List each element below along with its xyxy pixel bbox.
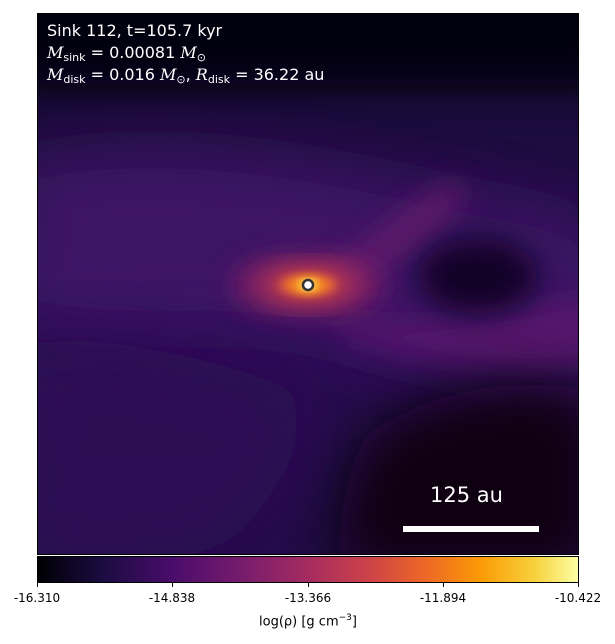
sink-mass-label: Msink = 0.00081 M⊙	[47, 43, 206, 64]
colorbar-tick-label: -14.838	[148, 591, 196, 605]
colorbar-tick	[443, 583, 444, 587]
colorbar-tick-label: -10.422	[554, 591, 602, 605]
disk-props-label: Mdisk = 0.016 M⊙, Rdisk = 36.22 au	[47, 65, 325, 86]
colorbar-tick	[308, 583, 309, 587]
scale-bar	[403, 526, 539, 532]
disk-radius-value: 36.22 au	[253, 65, 325, 84]
colorbar-tick-label: -16.310	[13, 591, 61, 605]
density-map	[37, 13, 579, 555]
colorbar-tick	[37, 583, 38, 587]
sink-marker	[301, 278, 315, 292]
colorbar-tick-label: -11.894	[419, 591, 467, 605]
colorbar-label-prefix: log(ρ) [g cm	[259, 614, 339, 630]
colorbar-tick	[172, 583, 173, 587]
scale-bar-label: 125 au	[430, 483, 503, 507]
colorbar-tick	[578, 583, 579, 587]
density-map-image	[38, 14, 578, 554]
sink-title: Sink 112, t=105.7 kyr	[47, 21, 223, 40]
colorbar-label-suffix: ]	[351, 614, 357, 630]
colorbar	[37, 556, 579, 583]
colorbar-tick-label: -13.366	[284, 591, 332, 605]
colorbar-label: log(ρ) [g cm−3]	[259, 613, 357, 629]
disk-mass-value: 0.016	[109, 65, 155, 84]
sink-mass-value: 0.00081	[109, 43, 176, 62]
colorbar-label-exponent: −3	[338, 613, 352, 623]
